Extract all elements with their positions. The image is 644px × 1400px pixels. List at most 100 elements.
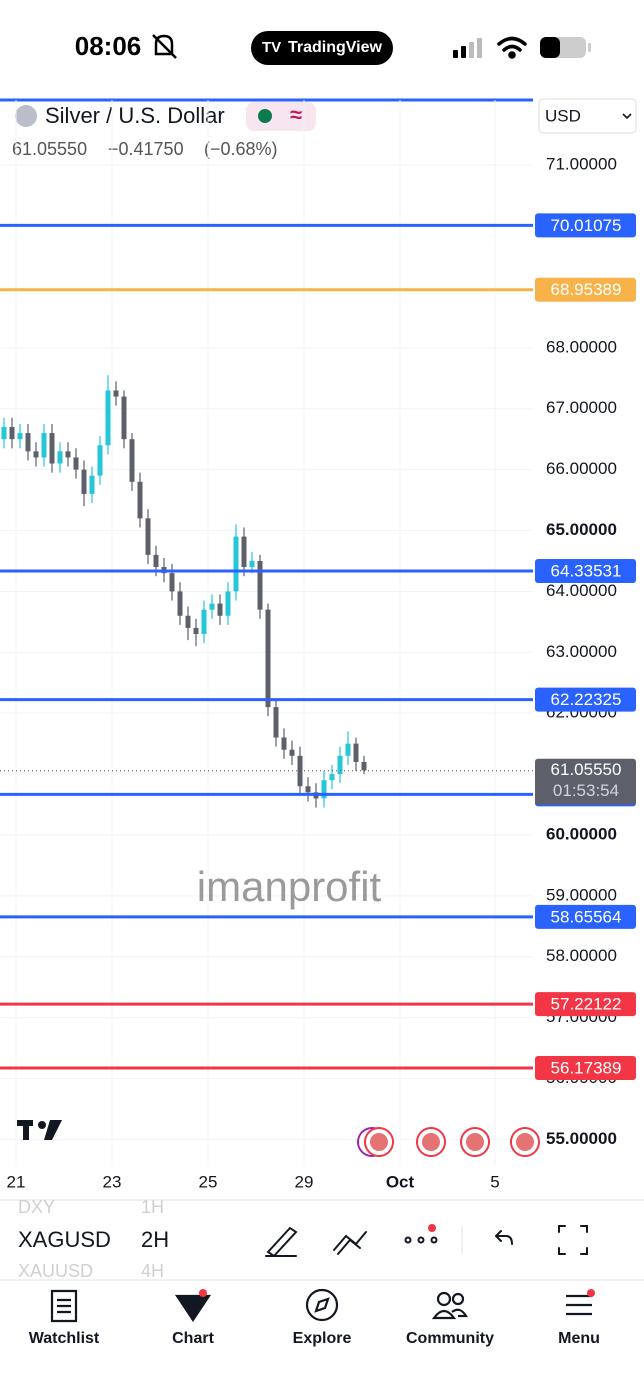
level-badge xyxy=(535,687,636,712)
candle-body xyxy=(145,518,151,555)
candle-body xyxy=(289,749,295,756)
candle-body xyxy=(137,481,143,519)
change-percent: (−0.68%) xyxy=(204,139,278,159)
y-tick-label: 59.00000 xyxy=(546,885,617,904)
x-tick-label: 21 xyxy=(7,1172,26,1191)
prev-interval[interactable]: 1H xyxy=(141,1197,164,1217)
candle-body xyxy=(81,469,87,494)
candle-body xyxy=(73,457,79,470)
level-label: 70.01075 xyxy=(551,216,622,235)
candle-body xyxy=(41,433,47,458)
candle-body xyxy=(97,445,103,476)
y-tick-label: 58.00000 xyxy=(546,946,617,965)
level-label: 58.65564 xyxy=(551,907,622,926)
delay-icon: ≈ xyxy=(290,102,302,127)
next-interval[interactable]: 4H xyxy=(141,1261,164,1281)
x-tick-label: 5 xyxy=(490,1172,499,1191)
badge-dot xyxy=(199,1289,207,1297)
y-tick-label: 60.00000 xyxy=(546,824,617,843)
candle-body xyxy=(241,536,247,568)
last-price-badge xyxy=(535,758,636,805)
tv-mini-logo: TV xyxy=(262,39,281,56)
y-tick-label: 66.00000 xyxy=(546,459,617,478)
tab-label[interactable]: Chart xyxy=(172,1330,214,1347)
chart-area: 21 23 25 29 Oct 5 71.00000 68.00000 67.00000 66.0… xyxy=(0,100,636,1191)
next-symbol[interactable]: XAUUSD xyxy=(18,1261,93,1281)
silent-icon xyxy=(152,34,177,59)
y-tick-label: 64.00000 xyxy=(546,581,617,600)
tab-label[interactable]: Menu xyxy=(558,1330,600,1347)
level-badge xyxy=(535,992,636,1017)
tab-label[interactable]: Watchlist xyxy=(29,1330,100,1347)
fullscreen[interactable] xyxy=(558,1225,588,1255)
draw-tool[interactable] xyxy=(265,1226,298,1258)
badge-dot xyxy=(428,1224,436,1232)
candle-body xyxy=(49,433,55,464)
menu-icon[interactable] xyxy=(566,1294,592,1316)
event-icons[interactable] xyxy=(357,1127,540,1157)
candle-body xyxy=(329,774,335,781)
x-tick-label: 29 xyxy=(295,1172,314,1191)
candle-body xyxy=(9,426,15,440)
candle-body xyxy=(361,761,367,771)
watchlist-icon[interactable] xyxy=(50,1289,78,1323)
price: 61.05550 xyxy=(12,139,87,159)
candle-body xyxy=(193,627,199,635)
candle-body xyxy=(33,451,39,458)
candle-body xyxy=(273,707,279,738)
app-badge[interactable] xyxy=(251,31,393,65)
explore-icon[interactable] xyxy=(305,1288,339,1322)
tab-bar: Watchlist Chart Explore Community Menu xyxy=(29,1330,600,1347)
last-price-label: 61.05550 xyxy=(551,760,622,779)
candle-body xyxy=(121,396,127,440)
interval[interactable]: 2H xyxy=(141,1227,169,1252)
undo[interactable] xyxy=(495,1230,513,1245)
level-badge xyxy=(535,1055,636,1080)
candle-body xyxy=(305,786,311,793)
y-tick-label: 67.00000 xyxy=(546,398,617,417)
tab-label[interactable]: Community xyxy=(406,1330,494,1347)
chart-icon[interactable] xyxy=(174,1294,212,1322)
level-label: 62.22325 xyxy=(551,690,622,709)
x-tick-label: Oct xyxy=(386,1172,415,1191)
candle-body xyxy=(113,390,119,397)
x-tick-label: 23 xyxy=(103,1172,122,1191)
status-pill[interactable] xyxy=(246,102,316,131)
candle-body xyxy=(129,439,135,482)
candle-body xyxy=(321,780,327,799)
y-tick-label: 65.00000 xyxy=(546,520,617,539)
level-badge xyxy=(535,904,636,929)
symbol-icon xyxy=(15,105,37,127)
community-icon[interactable] xyxy=(436,1291,452,1307)
candle-body xyxy=(169,573,175,592)
tab-label[interactable]: Explore xyxy=(293,1330,352,1347)
level-badge xyxy=(535,277,636,302)
candle-body xyxy=(89,475,95,494)
candle-body xyxy=(177,591,183,616)
patterns-tool[interactable] xyxy=(333,1231,367,1255)
app-badge-label: TradingView xyxy=(288,39,383,56)
candle-body xyxy=(105,390,111,446)
candle-body xyxy=(1,426,7,440)
prev-symbol[interactable]: DXY xyxy=(18,1197,55,1217)
more-tool[interactable] xyxy=(404,1236,412,1244)
dropdown-arrow xyxy=(622,113,632,120)
level-label: 56.17389 xyxy=(551,1058,622,1077)
currency: USD xyxy=(545,106,581,125)
candle-body xyxy=(353,743,359,762)
tv-logo xyxy=(17,1120,62,1140)
candle-body xyxy=(249,560,255,568)
currency-select[interactable] xyxy=(538,98,637,134)
market-open-dot xyxy=(258,109,272,123)
candle-body xyxy=(265,609,271,708)
level-label: 57.22122 xyxy=(551,995,622,1014)
level-badge xyxy=(535,558,636,583)
symbol[interactable]: XAGUSD xyxy=(18,1227,111,1252)
symbol-name[interactable]: Silver / U.S. Dollar xyxy=(45,103,225,128)
level-badge xyxy=(535,213,636,238)
candle-body xyxy=(201,609,207,635)
y-tick-label: 55.00000 xyxy=(546,1129,617,1148)
y-tick-label: 68.00000 xyxy=(546,337,617,356)
